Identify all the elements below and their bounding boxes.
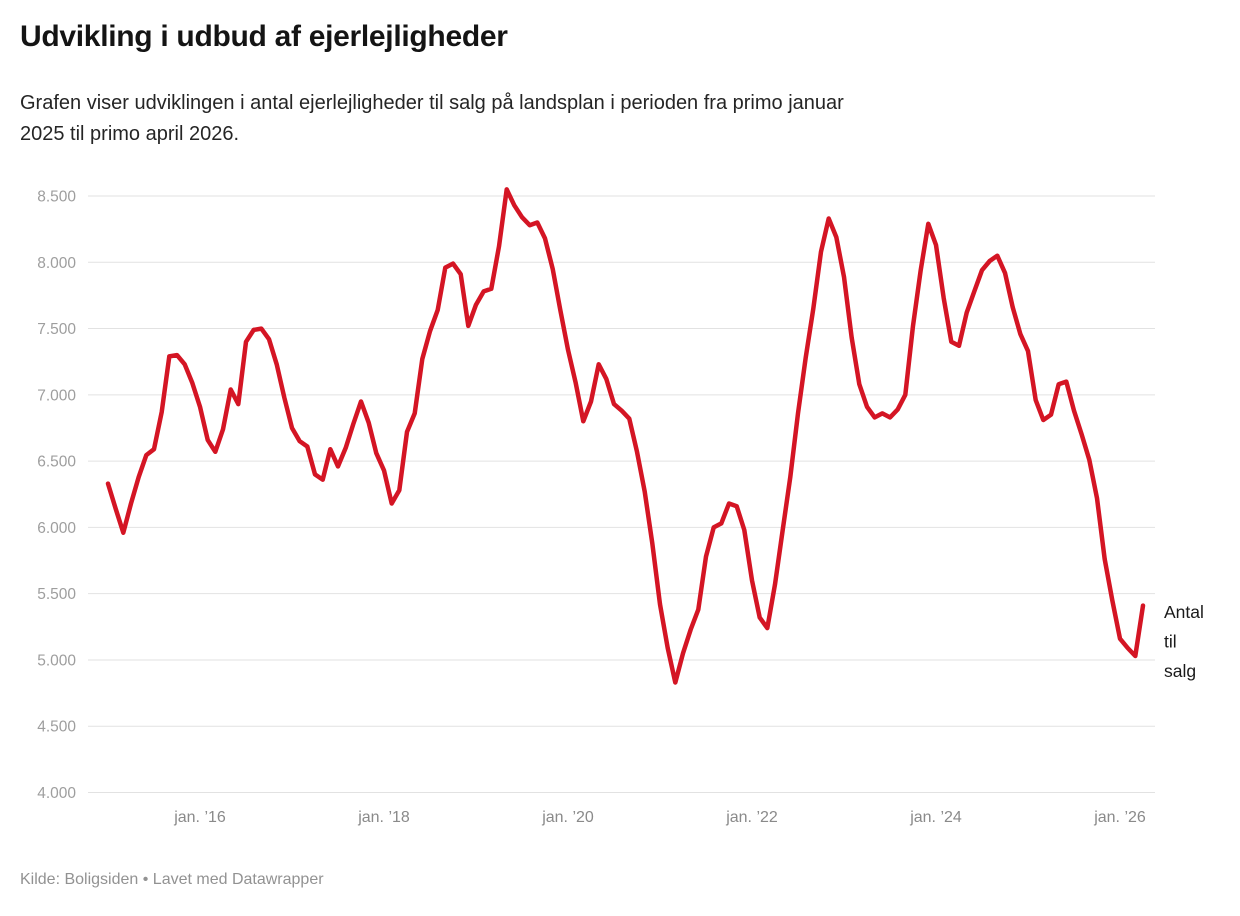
y-axis-label: 4.000 bbox=[37, 785, 76, 802]
x-axis-label: jan. ’22 bbox=[725, 809, 778, 826]
x-axis-label: jan. ’26 bbox=[1093, 809, 1146, 826]
series-label: salg bbox=[1164, 661, 1196, 681]
y-axis-label: 8.500 bbox=[37, 189, 76, 206]
y-axis-label: 7.500 bbox=[37, 321, 76, 338]
chart-subtitle: Grafen viser udviklingen i antal ejerlej… bbox=[20, 88, 1210, 150]
y-axis-label: 6.000 bbox=[37, 520, 76, 537]
chart-subtitle-line1: Grafen viser udviklingen i antal ejerlej… bbox=[20, 92, 844, 114]
y-axis-label: 4.500 bbox=[37, 719, 76, 736]
line-chart: 4.000 4.500 5.000 5.500 6.000 6.500 7.000 7.500… bbox=[37, 187, 1204, 826]
y-axis-label: 8.000 bbox=[37, 255, 76, 272]
chart-title: Udvikling i udbud af ejerlejligheder bbox=[20, 20, 508, 53]
x-axis-label: jan. ’20 bbox=[541, 809, 594, 826]
source-attribution: Kilde: Boligsiden • Lavet med Datawrappe… bbox=[20, 871, 324, 888]
y-axis-label: 5.000 bbox=[37, 652, 76, 669]
series-label: til bbox=[1164, 632, 1177, 652]
series-line bbox=[105, 187, 1146, 685]
chart-subtitle-line2: 2025 til primo april 2026. bbox=[20, 123, 240, 145]
y-axis-label: 7.000 bbox=[37, 387, 76, 404]
y-axis-label: 6.500 bbox=[37, 454, 76, 471]
x-axis-label: jan. ’24 bbox=[909, 809, 962, 826]
x-axis-label: jan. ’18 bbox=[357, 809, 410, 826]
y-axis-label: 5.500 bbox=[37, 586, 76, 603]
x-axis-label: jan. ’16 bbox=[173, 809, 226, 826]
series-label: Antal bbox=[1164, 602, 1204, 622]
